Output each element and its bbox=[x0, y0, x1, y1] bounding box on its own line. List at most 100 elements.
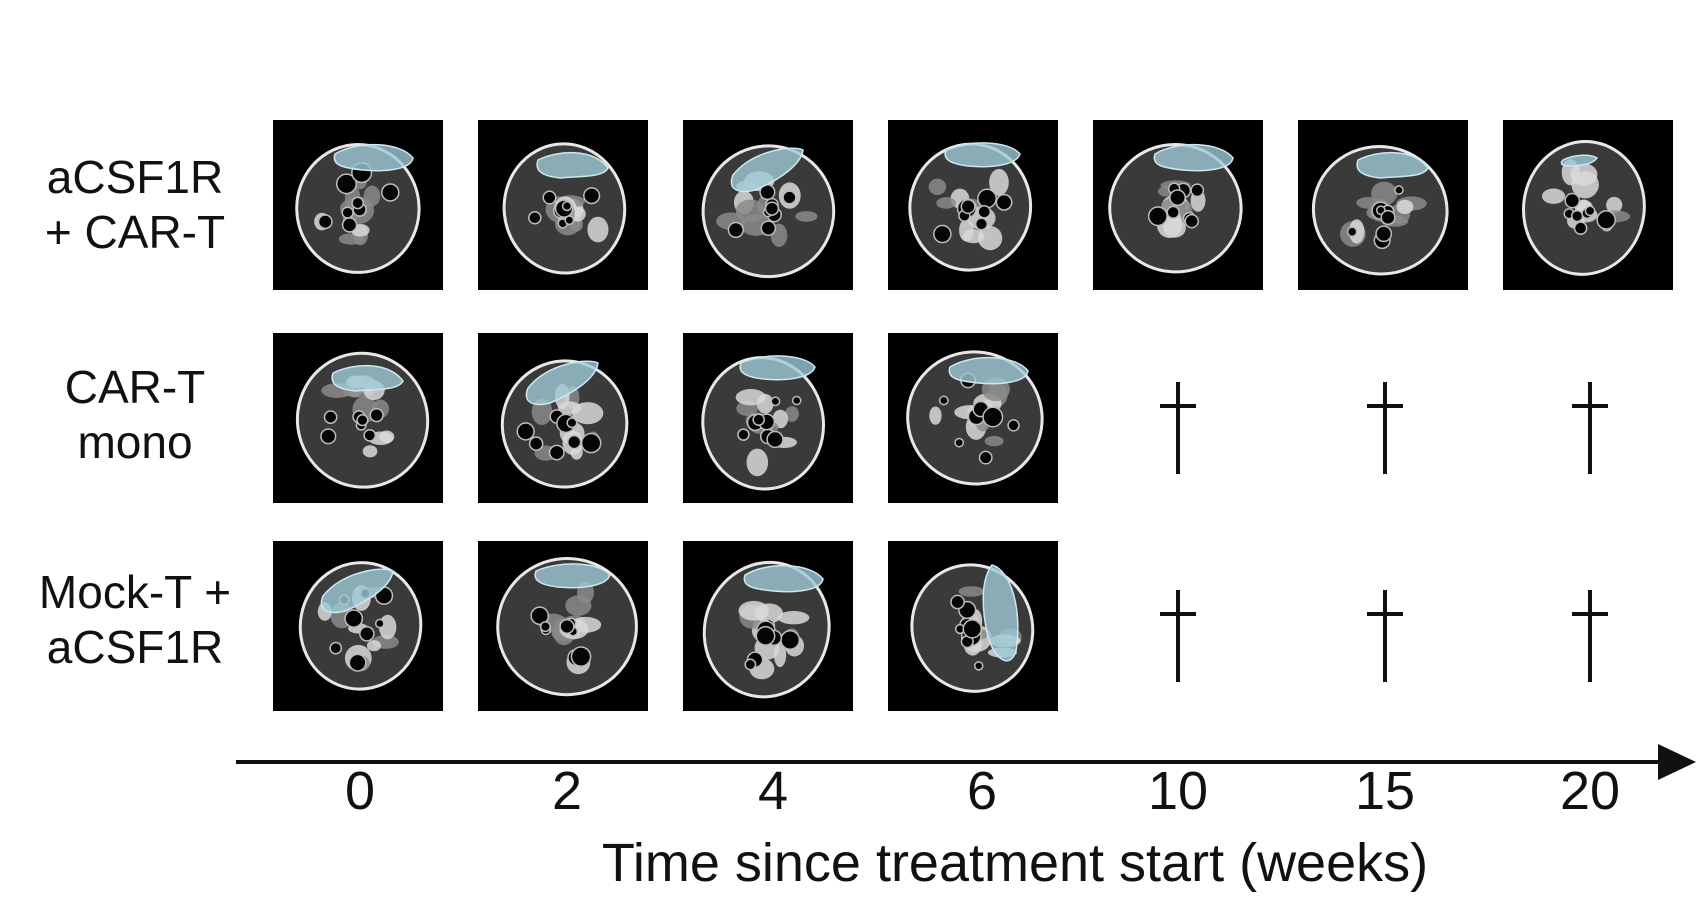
tumor-overlay bbox=[944, 142, 1021, 168]
bowel-loop bbox=[530, 606, 550, 626]
bowel-loop bbox=[1346, 226, 1358, 237]
bowel-loop bbox=[995, 193, 1013, 211]
mri-scan-image bbox=[888, 333, 1058, 503]
tissue-structure bbox=[977, 226, 1003, 251]
bowel-loop bbox=[766, 430, 784, 449]
bowel-loop bbox=[764, 201, 780, 216]
bowel-loop bbox=[548, 444, 565, 461]
tissue-structure bbox=[958, 586, 985, 597]
mri-scan-image bbox=[478, 333, 648, 503]
bowel-loop bbox=[780, 629, 801, 650]
time-tick-label: 10 bbox=[1147, 761, 1209, 821]
tumor-overlay bbox=[534, 563, 611, 589]
mri-scan-image bbox=[888, 120, 1058, 290]
bowel-loop bbox=[542, 190, 557, 205]
tumor-overlay bbox=[1153, 144, 1234, 172]
bowel-loop bbox=[791, 395, 802, 406]
tissue-structure bbox=[989, 168, 1009, 196]
mri-scan-image bbox=[683, 120, 853, 290]
bowel-loop bbox=[363, 428, 377, 442]
mri-scan-image bbox=[888, 541, 1058, 711]
death-dagger-icon bbox=[1160, 382, 1196, 474]
bowel-loop bbox=[528, 436, 544, 451]
tissue-structure bbox=[929, 406, 942, 425]
tumor-overlay bbox=[525, 360, 599, 406]
time-tick-label: 4 bbox=[757, 761, 789, 821]
tissue-structure bbox=[557, 401, 582, 415]
bowel-loop bbox=[561, 200, 573, 212]
time-tick-label: 2 bbox=[551, 761, 583, 821]
mri-scan-image bbox=[478, 120, 648, 290]
death-dagger-icon bbox=[1572, 590, 1608, 682]
bowel-loop bbox=[320, 428, 337, 445]
tissue-structure bbox=[984, 435, 1004, 447]
time-tick-label: 6 bbox=[966, 761, 998, 821]
bowel-loop bbox=[516, 422, 535, 441]
bowel-loop bbox=[1375, 225, 1393, 243]
bowel-loop bbox=[381, 183, 400, 202]
bowel-loop bbox=[374, 618, 385, 629]
death-dagger-icon bbox=[1367, 590, 1403, 682]
mri-scan-image bbox=[683, 541, 853, 711]
mri-scan-graphic bbox=[500, 359, 629, 489]
bowel-loop bbox=[580, 432, 602, 454]
bowel-loop bbox=[1564, 192, 1581, 209]
bowel-loop bbox=[356, 414, 369, 427]
bowel-loop bbox=[583, 187, 601, 205]
tissue-structure bbox=[570, 616, 602, 633]
bowel-loop bbox=[317, 214, 333, 230]
mri-scan-graphic bbox=[701, 355, 826, 491]
bowel-loop bbox=[341, 206, 354, 219]
death-dagger-icon bbox=[1160, 590, 1196, 682]
bowel-loop bbox=[755, 625, 776, 646]
tissue-structure bbox=[363, 185, 381, 207]
mri-scan-graphic bbox=[701, 144, 836, 279]
mri-scan-image bbox=[273, 333, 443, 503]
bowel-loop bbox=[564, 215, 575, 226]
tumor-overlay bbox=[730, 147, 804, 193]
tissue-structure bbox=[366, 640, 382, 652]
tissue-structure bbox=[1606, 196, 1623, 214]
mri-scan-graphic bbox=[1521, 140, 1646, 276]
tissue-structure bbox=[738, 600, 769, 621]
tissue-structure bbox=[784, 406, 799, 422]
tumor-overlay bbox=[948, 357, 1029, 385]
bowel-loop bbox=[727, 221, 744, 239]
bowel-loop bbox=[570, 646, 592, 667]
bowel-loop bbox=[1007, 419, 1020, 432]
bowel-loop bbox=[737, 428, 750, 441]
tissue-structure bbox=[777, 610, 810, 625]
row-label-car-t-mono: CAR-T mono bbox=[64, 361, 206, 468]
bowel-loop bbox=[1570, 209, 1584, 223]
tissue-structure bbox=[1396, 199, 1414, 215]
bowel-loop bbox=[782, 190, 797, 205]
tissue-structure bbox=[772, 409, 789, 429]
bowel-loop bbox=[962, 619, 983, 639]
bowel-loop bbox=[1596, 210, 1617, 230]
bowel-loop bbox=[351, 196, 365, 210]
tissue-structure bbox=[928, 178, 947, 195]
mri-scan-image bbox=[1503, 120, 1673, 290]
mri-scan-graphic bbox=[1108, 142, 1243, 274]
bowel-loop bbox=[982, 406, 1004, 428]
bowel-loop bbox=[1584, 205, 1596, 217]
bowel-loop bbox=[973, 661, 984, 671]
tumor-overlay bbox=[982, 564, 1019, 662]
death-dagger-icon bbox=[1572, 382, 1608, 474]
mri-scan-graphic bbox=[906, 350, 1044, 486]
tumor-overlay bbox=[331, 364, 404, 392]
tumor-overlay bbox=[743, 565, 824, 593]
bowel-loop bbox=[770, 396, 781, 407]
mri-scan-graphic bbox=[1311, 145, 1449, 276]
tissue-structure bbox=[735, 389, 766, 406]
tissue-structure bbox=[1163, 218, 1186, 238]
mri-scan-image bbox=[683, 333, 853, 503]
tissue-structure bbox=[795, 211, 818, 222]
bowel-loop bbox=[933, 224, 952, 244]
bowel-loop bbox=[1380, 209, 1396, 226]
bowel-loop bbox=[1166, 205, 1180, 220]
bowel-loop bbox=[566, 434, 582, 450]
bowel-loop bbox=[960, 199, 976, 215]
mri-scan-graphic bbox=[702, 560, 831, 699]
bowel-loop bbox=[977, 188, 997, 209]
